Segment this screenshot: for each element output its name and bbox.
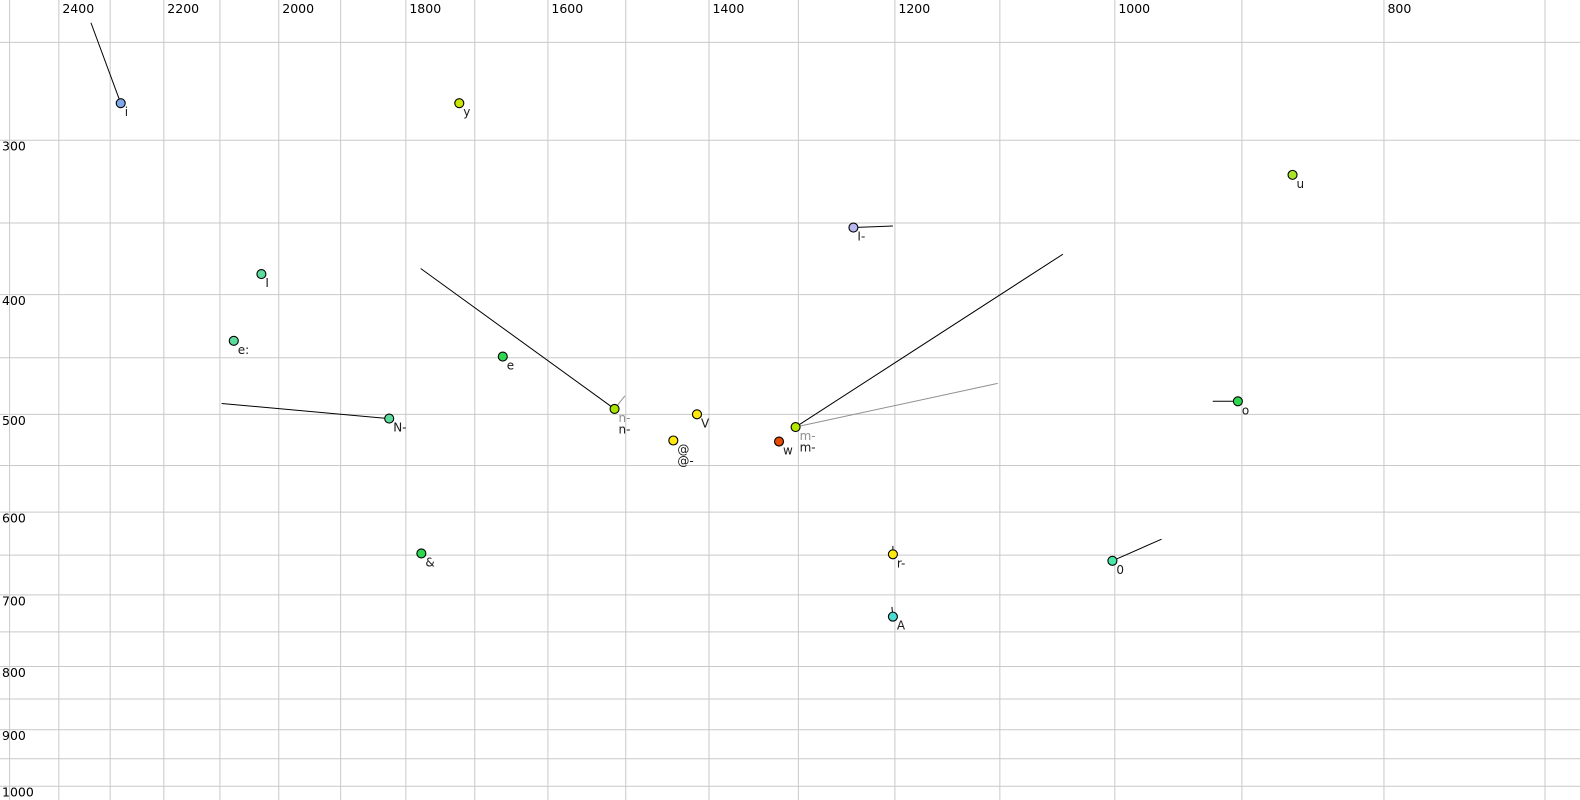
x-axis-tick-label-1400: 1400 xyxy=(712,1,744,16)
data-point-e xyxy=(497,351,508,362)
point-label-V: V xyxy=(701,416,710,430)
y-axis-tick-label-300: 300 xyxy=(2,139,26,154)
point-label-y: y xyxy=(463,105,470,119)
data-point-A xyxy=(887,611,898,622)
point-label-e:: e: xyxy=(238,343,249,357)
y-axis-tick-label-900: 900 xyxy=(2,728,26,743)
point-label-0: 0 xyxy=(1116,563,1124,577)
trajectory-line-N--0 xyxy=(221,402,390,420)
data-point-w xyxy=(773,436,785,447)
data-point-o xyxy=(1232,396,1243,407)
y-axis-tick-label-400: 400 xyxy=(2,293,26,308)
x-axis-tick-label-2000: 2000 xyxy=(282,1,314,16)
x-axis-tick-label-800: 800 xyxy=(1387,1,1411,16)
x-axis-tick-label-1000: 1000 xyxy=(1118,1,1150,16)
point-label-N-: N- xyxy=(393,421,406,435)
point-label-n-: n- xyxy=(619,411,631,425)
trajectory-line-n--0 xyxy=(420,268,615,410)
data-point-0 xyxy=(1107,555,1118,566)
point-label-m--secondary: m- xyxy=(800,441,816,455)
data-point-e: xyxy=(228,335,239,346)
data-point-& xyxy=(416,548,427,559)
point-label-e: e xyxy=(507,359,514,373)
point-label-u: u xyxy=(1297,177,1305,191)
point-label-A: A xyxy=(897,619,906,633)
point-label-i: i xyxy=(125,105,128,119)
data-point-m- xyxy=(790,421,801,433)
x-axis-tick-label-1600: 1600 xyxy=(551,1,583,16)
y-axis-tick-label-500: 500 xyxy=(2,413,26,428)
y-axis-tick-label-700: 700 xyxy=(2,593,26,608)
data-point-@ xyxy=(668,435,679,446)
trajectory-line-I--0 xyxy=(853,225,893,229)
data-point-y xyxy=(454,98,465,109)
point-label-o: o xyxy=(1242,403,1249,417)
trajectory-line-i-0 xyxy=(90,22,122,104)
data-point-r- xyxy=(887,549,898,560)
point-label-m-: m- xyxy=(800,429,816,443)
data-point-i xyxy=(115,98,126,109)
y-axis-tick-label-1000: 1000 xyxy=(2,785,34,800)
point-label-I-: I- xyxy=(857,230,865,244)
x-axis-tick-label-1200: 1200 xyxy=(898,1,930,16)
y-axis-tick-label-600: 600 xyxy=(2,511,26,526)
point-label-r-: r- xyxy=(897,556,906,570)
data-point-I xyxy=(256,269,267,280)
point-label-w: w xyxy=(783,444,793,458)
x-axis-tick-label-2400: 2400 xyxy=(62,1,94,16)
trajectory-line-m--1 xyxy=(795,382,998,428)
trajectory-line-0-0 xyxy=(1112,538,1162,562)
x-axis-tick-label-2200: 2200 xyxy=(167,1,199,16)
data-point-n- xyxy=(609,403,620,414)
data-point-u xyxy=(1287,169,1298,180)
point-label-&: & xyxy=(425,555,434,569)
data-point-V xyxy=(691,409,703,420)
point-label-I: I xyxy=(265,276,269,290)
y-axis-tick-label-800: 800 xyxy=(2,665,26,680)
trajectory-line-m--0 xyxy=(795,253,1064,428)
x-axis-tick-label-1800: 1800 xyxy=(409,1,441,16)
point-label-@-secondary: @- xyxy=(677,454,693,468)
data-point-I- xyxy=(848,222,859,233)
point-label-n--secondary: n- xyxy=(619,422,631,436)
point-label-@: @ xyxy=(677,442,689,456)
data-point-N- xyxy=(384,413,395,424)
